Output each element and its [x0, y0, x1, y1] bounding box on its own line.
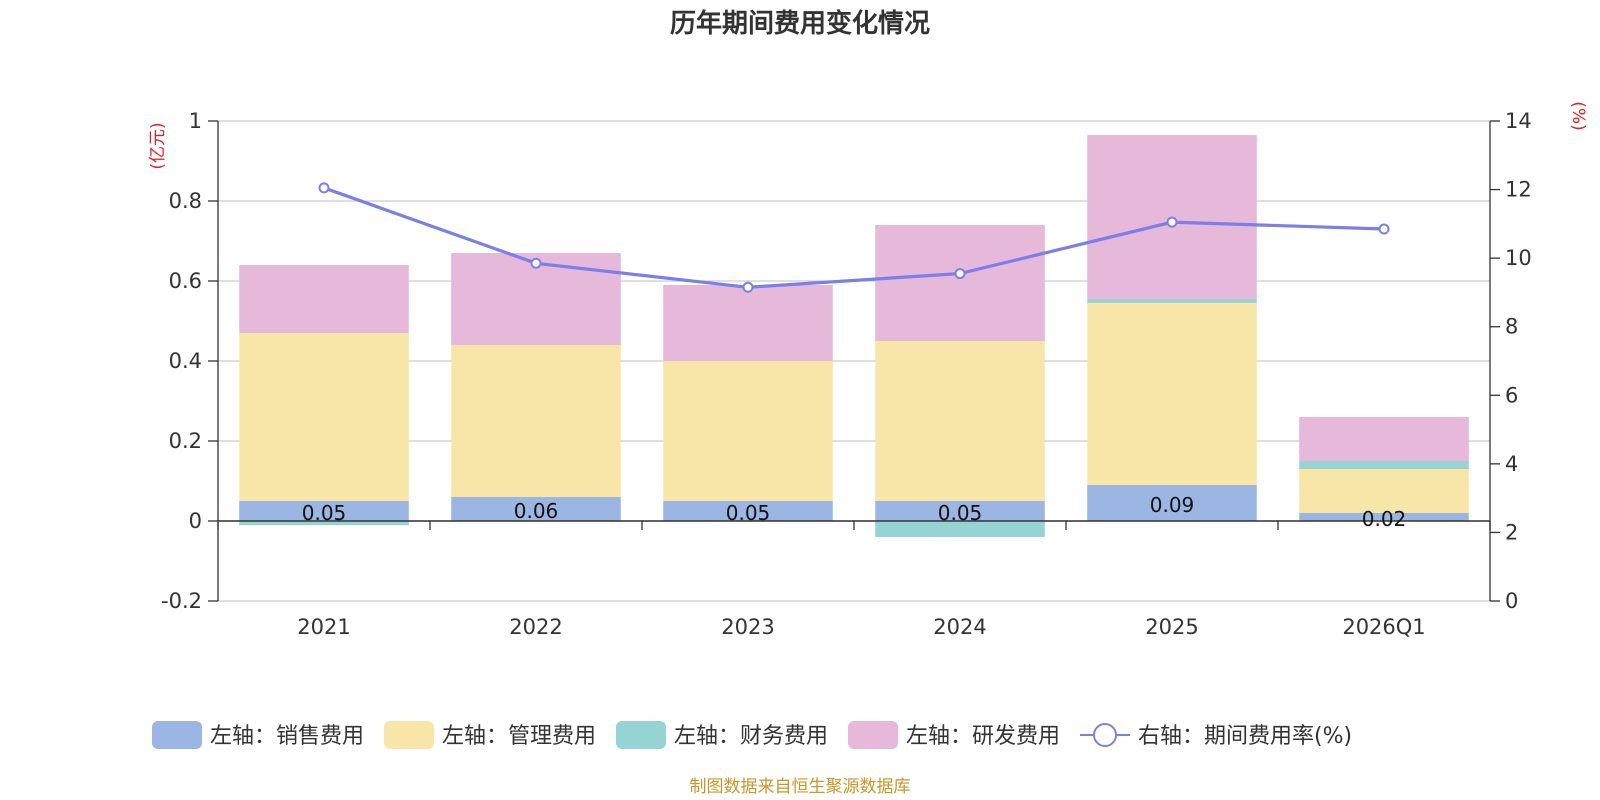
- legend-marker: [1093, 723, 1117, 747]
- sales-data-label: 0.09: [1150, 493, 1195, 517]
- bar-销售费用: [239, 501, 409, 521]
- bar-管理费用: [1087, 303, 1257, 485]
- right-tick-label: 12: [1505, 178, 1532, 202]
- right-tick-label: 4: [1505, 452, 1518, 476]
- left-tick-label: 0.4: [169, 349, 202, 373]
- category-label: 2024: [933, 615, 986, 639]
- legend-label: 左轴：财务费用: [674, 724, 828, 749]
- bar-销售费用: [1087, 485, 1257, 521]
- chart-title: 历年期间费用变化情况: [670, 8, 930, 39]
- rate-point: [954, 268, 966, 280]
- sales-data-label: 0.05: [302, 501, 347, 525]
- legend-label: 左轴：销售费用: [210, 724, 364, 749]
- bar-财务费用: [239, 521, 409, 525]
- legend-label: 右轴：期间费用率(%): [1138, 724, 1352, 749]
- bar-销售费用: [451, 497, 621, 521]
- legend-label: 左轴：研发费用: [906, 724, 1060, 749]
- legend-label: 左轴：管理费用: [442, 724, 596, 749]
- rate-point: [742, 281, 754, 293]
- left-tick-label: 0.6: [169, 269, 202, 293]
- right-tick-label: 6: [1505, 383, 1518, 407]
- right-tick-label: 14: [1505, 109, 1532, 133]
- bar-财务费用: [1299, 461, 1469, 469]
- category-label: 2026Q1: [1342, 615, 1425, 639]
- bar-研发费用: [875, 225, 1045, 341]
- legend-swatch: [848, 721, 898, 749]
- left-tick-label: -0.2: [161, 589, 202, 613]
- right-tick-label: 8: [1505, 315, 1518, 339]
- right-tick-label: 0: [1505, 589, 1518, 613]
- bar-研发费用: [663, 285, 833, 361]
- rate-point: [1166, 216, 1178, 228]
- left-tick-label: 0.2: [169, 429, 202, 453]
- sales-data-label: 0.06: [514, 499, 559, 523]
- bar-销售费用: [1299, 513, 1469, 521]
- category-label: 2021: [297, 615, 350, 639]
- legend: 左轴：销售费用 左轴：管理费用 左轴：财务费用 左轴：研发费用 右轴：期间费用率(%): [152, 721, 1352, 749]
- rate-point: [318, 182, 330, 194]
- bar-管理费用: [239, 333, 409, 501]
- left-axis-unit: (亿元): [148, 122, 168, 169]
- bar-研发费用: [1299, 417, 1469, 461]
- left-tick-label: 1: [189, 109, 202, 133]
- bar-管理费用: [1299, 469, 1469, 513]
- left-tick-label: 0: [189, 509, 202, 533]
- bar-财务费用: [1087, 299, 1257, 303]
- category-label: 2025: [1145, 615, 1198, 639]
- rate-polyline: [323, 186, 1385, 289]
- rate-line: [318, 182, 1390, 293]
- category-label: 2023: [721, 615, 774, 639]
- legend-swatch: [616, 721, 666, 749]
- bars: [239, 135, 1469, 537]
- legend-swatch: [152, 721, 202, 749]
- sales-data-label: 0.05: [938, 501, 983, 525]
- bar-管理费用: [663, 361, 833, 501]
- bar-管理费用: [451, 345, 621, 497]
- right-tick-label: 10: [1505, 246, 1532, 270]
- bar-管理费用: [875, 341, 1045, 501]
- category-label: 2022: [509, 615, 562, 639]
- bar-财务费用: [875, 521, 1045, 537]
- rate-point: [1378, 223, 1390, 235]
- right-tick-label: 2: [1505, 520, 1518, 544]
- left-tick-label: 0.8: [169, 189, 202, 213]
- right-axis-unit: (%): [1568, 101, 1588, 130]
- sales-data-label: 0.02: [1362, 507, 1407, 531]
- data-labels: 0.05 0.06 0.05 0.05 0.09 0.02: [302, 493, 1407, 531]
- rate-point: [530, 257, 542, 269]
- bar-销售费用: [875, 501, 1045, 521]
- legend-swatch: [384, 721, 434, 749]
- bar-研发费用: [239, 265, 409, 333]
- source-note: 制图数据来自恒生聚源数据库: [690, 777, 911, 797]
- sales-data-label: 0.05: [726, 501, 771, 525]
- bar-销售费用: [663, 501, 833, 521]
